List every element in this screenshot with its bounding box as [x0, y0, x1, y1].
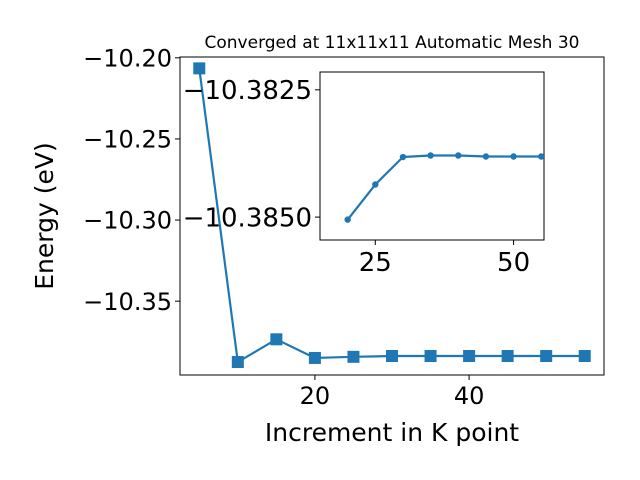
chart-title: Converged at 11x11x11 Automatic Mesh 30	[205, 33, 580, 53]
inset-data-point	[455, 152, 462, 159]
inset-data-point	[510, 153, 517, 160]
inset-series-group	[344, 152, 544, 223]
main-data-point	[463, 350, 476, 363]
main-y-tick-label: −10.25	[83, 126, 172, 154]
main-data-point	[193, 62, 206, 75]
main-data-point	[540, 350, 553, 363]
main-series-group	[193, 62, 591, 369]
main-y-tick-label: −10.20	[83, 44, 172, 72]
inset-series-line	[346, 154, 542, 221]
main-x-tick-label: 20	[300, 382, 331, 410]
main-y-tick-label: −10.35	[83, 288, 172, 316]
x-axis-label: Increment in K point	[265, 418, 519, 447]
main-data-point	[424, 350, 437, 363]
main-data-point	[270, 333, 283, 346]
inset-data-point	[427, 152, 434, 159]
main-x-tick-label: 40	[454, 382, 485, 410]
inset-data-point	[344, 216, 351, 223]
inset-data-point	[399, 153, 407, 161]
inset-axes: 25 50 −10.3850 −10.3825	[183, 71, 545, 278]
main-data-point	[578, 350, 591, 363]
inset-x-tick-label: 25	[359, 248, 392, 278]
inset-y-tick-label: −10.3825	[183, 76, 312, 106]
main-data-point	[308, 351, 321, 364]
inset-x-tick-label: 50	[497, 248, 530, 278]
inset-data-point	[372, 181, 379, 188]
y-axis-label: Energy (eV)	[30, 142, 59, 289]
inset-data-point	[482, 153, 490, 160]
main-data-point	[386, 350, 398, 363]
main-data-point	[231, 356, 244, 369]
main-y-tick-label: −10.30	[83, 207, 172, 235]
main-data-point	[347, 350, 360, 363]
main-data-point	[501, 350, 514, 363]
inset-y-tick-label: −10.3850	[183, 203, 312, 233]
inset-data-point	[538, 153, 544, 160]
